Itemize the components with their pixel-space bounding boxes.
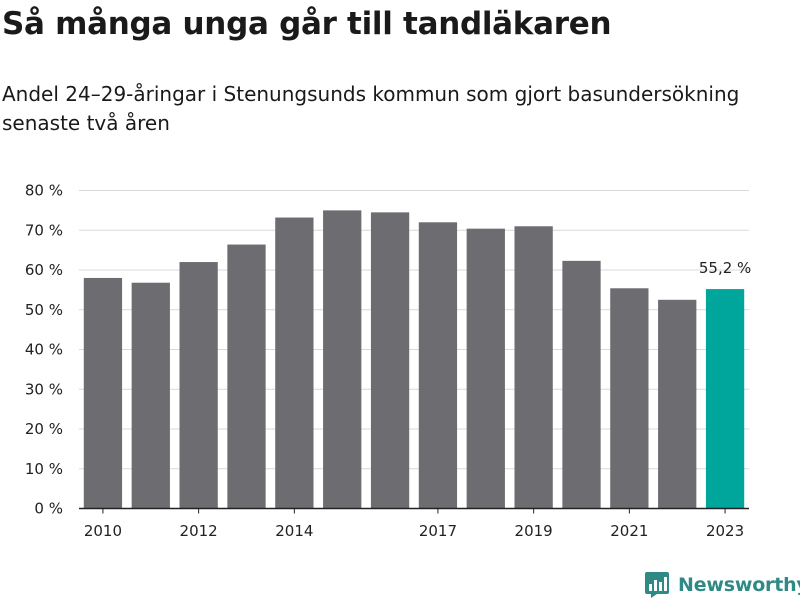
newsworthy-logo-icon xyxy=(645,572,669,598)
y-tick-label: 0 % xyxy=(34,500,63,518)
bar-2010 xyxy=(83,277,123,509)
x-tick-label: 2012 xyxy=(180,522,218,540)
chart-title: Så många unga går till tandläkaren xyxy=(2,6,612,42)
y-tick-label: 80 % xyxy=(25,182,63,200)
y-tick-label: 70 % xyxy=(25,221,63,239)
x-tick-label: 2014 xyxy=(275,522,313,540)
y-tick-label: 60 % xyxy=(25,261,63,279)
x-axis-tick-labels: 2010 2012 2014 2017 2019 2021 2023 xyxy=(84,508,744,540)
newsworthy-logo: Newsworthy xyxy=(644,570,800,600)
bar-2016 xyxy=(370,212,410,509)
y-axis-tick-labels: 0 % 10 % 20 % 30 % 40 % 50 % 60 % 70 % 80 % xyxy=(25,182,63,518)
y-tick-label: 10 % xyxy=(25,460,63,478)
bar-2011 xyxy=(131,282,170,509)
bar-2018 xyxy=(466,228,505,509)
y-tick-label: 40 % xyxy=(25,341,63,359)
bar-2013 xyxy=(227,244,266,509)
chart-subtitle: Andel 24–29-åringar i Stenungsunds kommu… xyxy=(2,82,740,135)
bar-2012 xyxy=(179,262,218,509)
x-tick-label: 2017 xyxy=(419,522,457,540)
data-labels: 55,2 % xyxy=(699,259,751,277)
bar-2019 xyxy=(514,226,553,509)
bars xyxy=(83,210,745,509)
x-tick-label: 2010 xyxy=(84,522,122,540)
bar-2017 xyxy=(418,222,458,509)
bar-2015 xyxy=(323,210,362,509)
y-tick-label: 20 % xyxy=(25,420,63,438)
bar-2023 xyxy=(705,289,745,509)
newsworthy-logo-text: Newsworthy xyxy=(678,574,800,596)
x-tick-label: 2019 xyxy=(515,522,553,540)
data-label: 55,2 % xyxy=(699,259,751,277)
x-tick-label: 2021 xyxy=(610,522,648,540)
bar-2020 xyxy=(562,260,601,509)
bar-2021 xyxy=(610,288,649,509)
y-tick-label: 30 % xyxy=(25,380,63,398)
bar-2022 xyxy=(658,299,697,509)
y-tick-label: 50 % xyxy=(25,301,63,319)
bar-2014 xyxy=(275,217,314,509)
x-tick-label: 2023 xyxy=(706,522,744,540)
